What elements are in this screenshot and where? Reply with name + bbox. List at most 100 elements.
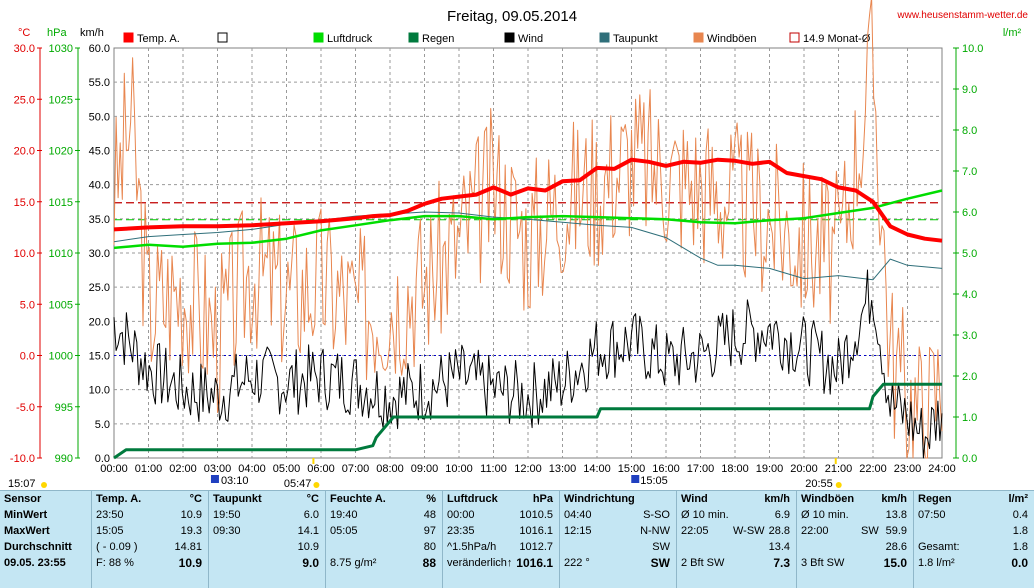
wind-unit-label: km/h xyxy=(80,27,104,39)
cell: 13.8 xyxy=(885,509,907,521)
cell: 14.81 xyxy=(174,541,202,553)
time-mark-label: 15:07 xyxy=(8,478,36,490)
cell: SW xyxy=(861,525,879,537)
cell: S-SO xyxy=(643,509,670,521)
temp-unit-label: °C xyxy=(18,27,30,39)
series-rain-line xyxy=(113,382,942,460)
sunrise-icon xyxy=(313,482,320,488)
pressure-tick-label: 1010 xyxy=(49,248,73,260)
legend-label: Regen xyxy=(422,33,454,45)
cell: 28.6 xyxy=(885,541,907,553)
cell: 09:30 xyxy=(213,525,241,537)
cell: 1.8 xyxy=(1012,525,1028,537)
cell: 9.0 xyxy=(302,556,319,570)
legend-swatch xyxy=(408,32,419,43)
wind-column: Wind km/h Ø 10 min. 6.9 22:05 W-SW 28.8 13.4… xyxy=(676,491,796,588)
legend-label: Windböen xyxy=(707,33,757,45)
pressure-tick-label: 1005 xyxy=(49,299,73,311)
cell: 23:35 xyxy=(447,525,475,537)
cell: 6.9 xyxy=(774,509,790,521)
cell: N-NW xyxy=(640,525,670,537)
temp-column: Temp. A. °C 23:50 10.9 15:05 19.3 ( - 0.09 … xyxy=(91,491,208,588)
wind-tick-label: 35.0 xyxy=(89,214,110,226)
cell: veränderlich↑ xyxy=(447,557,513,569)
temp-title: Temp. A. xyxy=(96,493,142,505)
cell: 14.1 xyxy=(297,525,319,537)
legend-swatch xyxy=(504,32,515,43)
cell: 23:50 xyxy=(96,509,124,521)
wind-tick-label: 45.0 xyxy=(89,146,110,158)
dew-title: Taupunkt xyxy=(213,493,262,505)
wind-tick-label: 10.0 xyxy=(89,385,110,397)
rain-tick-label: 9.0 xyxy=(962,84,977,96)
cell: Gesamt: xyxy=(918,541,960,553)
legend-label: Temp. A. xyxy=(137,33,180,45)
x-tick-label: 08:00 xyxy=(376,463,404,475)
hum-title: Feuchte A. xyxy=(330,493,386,505)
wind-tick-label: 50.0 xyxy=(89,111,110,123)
rain-title: Regen xyxy=(918,493,952,505)
temp-tick-label: 10.0 xyxy=(14,248,35,260)
x-tick-label: 24:00 xyxy=(928,463,956,475)
sunset-icon xyxy=(835,482,842,488)
time-mark-label: 15:05 xyxy=(640,475,668,487)
wind-direction-column: Windrichtung 04:40 S-SO 12:15 N-NW SW 222 … xyxy=(559,491,676,588)
cell: Ø 10 min. xyxy=(801,509,849,521)
pressure-unit-label: hPa xyxy=(47,27,67,39)
wind-title: Wind xyxy=(681,493,708,505)
x-tick-label: 10:00 xyxy=(445,463,473,475)
legend-swatch xyxy=(313,32,324,43)
pressure-tick-label: 1015 xyxy=(49,197,73,209)
rain-tick-label: 4.0 xyxy=(962,289,977,301)
rain-unit-label: l/m² xyxy=(1003,27,1022,39)
cell: 19.3 xyxy=(180,525,202,537)
legend-label: 14.9 Monat-Ø xyxy=(803,33,871,45)
cell: 1.8 xyxy=(1012,541,1028,553)
x-tick-label: 00:00 xyxy=(100,463,128,475)
temp-tick-label: -10.0 xyxy=(10,453,35,465)
x-tick-label: 22:00 xyxy=(859,463,887,475)
row-label: 09.05. 23:55 xyxy=(4,557,66,569)
cell: 13.4 xyxy=(768,541,790,553)
legend-swatch xyxy=(693,32,704,43)
dir-title: Windrichtung xyxy=(564,493,635,505)
rain-column: Regen l/m² 07:50 0.4 1.8 Gesamt: 1.8 1.8 l/… xyxy=(913,491,1034,588)
cell: 28.8 xyxy=(768,525,790,537)
cell: 0.4 xyxy=(1012,509,1028,521)
cell: 19:50 xyxy=(213,509,241,521)
wind-tick-label: 0.0 xyxy=(95,453,110,465)
wind-tick-label: 30.0 xyxy=(89,248,110,260)
moon-marker-icon xyxy=(631,475,640,483)
cell: Ø 10 min. xyxy=(681,509,729,521)
wind-unit: km/h xyxy=(764,493,790,505)
x-tick-label: 05:00 xyxy=(273,463,301,475)
cell: 05:05 xyxy=(330,525,358,537)
cell: 1016.1 xyxy=(519,525,553,537)
x-tick-label: 11:00 xyxy=(480,463,507,475)
cell: 1012.7 xyxy=(519,541,553,553)
cell: 48 xyxy=(423,509,436,521)
x-tick-label: 09:00 xyxy=(411,463,439,475)
wind-tick-label: 55.0 xyxy=(89,77,110,89)
legend-label: Taupunkt xyxy=(613,33,658,45)
cell: 222 ° xyxy=(564,557,590,569)
legend-swatch xyxy=(217,32,228,43)
legend-swatch xyxy=(123,32,134,43)
row-labels-column: Sensor MinWert MaxWert Durchschnitt 09.0… xyxy=(0,491,91,588)
pressure-tick-label: 995 xyxy=(55,402,73,414)
legend-swatch xyxy=(599,32,610,43)
humidity-column: Feuchte A.% 19:40 48 05:05 97 80 8.75 g/m²… xyxy=(325,491,442,588)
cell: 2 Bft SW xyxy=(681,557,725,569)
wind-tick-label: 25.0 xyxy=(89,282,110,294)
x-tick-label: 19:00 xyxy=(756,463,784,475)
x-tick-label: 03:00 xyxy=(204,463,232,475)
x-tick-label: 16:00 xyxy=(652,463,680,475)
temp-tick-label: 25.0 xyxy=(14,94,35,106)
cell: 00:00 xyxy=(447,509,475,521)
cell: W-SW xyxy=(733,525,765,537)
rain-tick-label: 1.0 xyxy=(962,412,977,424)
cell: ( - 0.09 ) xyxy=(96,541,138,553)
x-tick-label: 07:00 xyxy=(342,463,370,475)
x-tick-label: 23:00 xyxy=(894,463,922,475)
sun-marker-icon xyxy=(41,482,47,488)
